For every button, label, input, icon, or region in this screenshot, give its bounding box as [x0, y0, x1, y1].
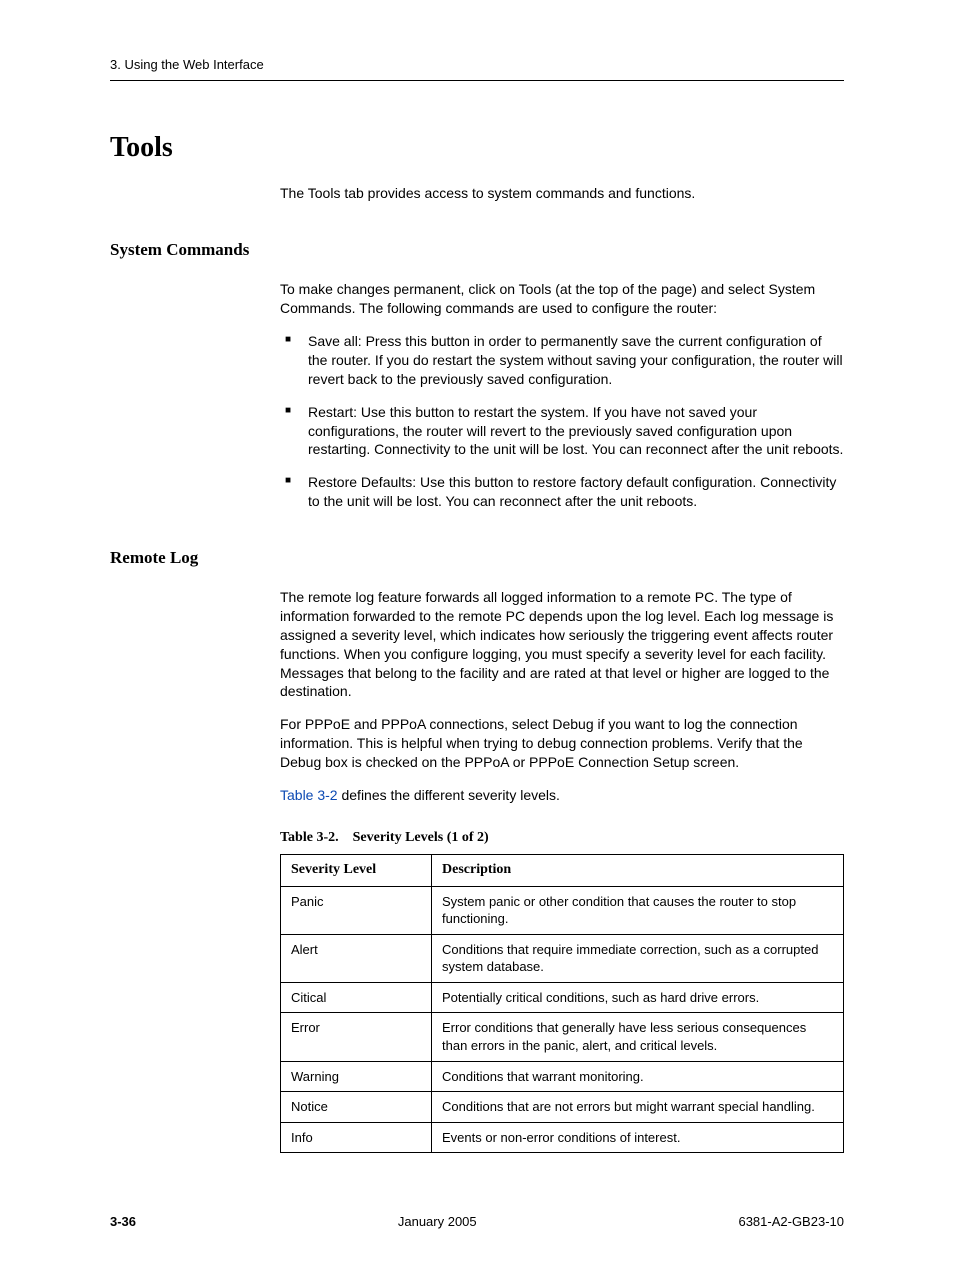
list-item: Restore Defaults: Use this button to res…	[280, 473, 844, 511]
cell-desc: Potentially critical conditions, such as…	[432, 982, 844, 1013]
running-header: 3. Using the Web Interface	[110, 56, 844, 81]
page-footer: 3-36 January 2005 6381-A2-GB23-10	[110, 1213, 844, 1231]
page-title: Tools	[110, 129, 844, 167]
remotelog-p2: For PPPoE and PPPoA connections, select …	[280, 715, 844, 772]
col-header-level: Severity Level	[281, 854, 432, 886]
footer-date: January 2005	[398, 1213, 477, 1231]
table-caption-number: Table 3-2.	[280, 830, 339, 845]
cell-level: Info	[281, 1122, 432, 1153]
table-row: Citical Potentially critical conditions,…	[281, 982, 844, 1013]
table-row: Alert Conditions that require immediate …	[281, 934, 844, 982]
remotelog-body: The remote log feature forwards all logg…	[280, 588, 844, 1153]
cell-level: Alert	[281, 934, 432, 982]
footer-page-number: 3-36	[110, 1213, 136, 1231]
table-ref-link[interactable]: Table 3-2	[280, 787, 338, 803]
cell-level: Notice	[281, 1092, 432, 1123]
list-item: Save all: Press this button in order to …	[280, 332, 844, 389]
syscmd-lead: To make changes permanent, click on Tool…	[280, 280, 844, 318]
syscmd-list: Save all: Press this button in order to …	[280, 332, 844, 511]
cell-level: Error	[281, 1013, 432, 1061]
cell-desc: Conditions that warrant monitoring.	[432, 1061, 844, 1092]
cell-level: Panic	[281, 886, 432, 934]
cell-desc: Conditions that require immediate correc…	[432, 934, 844, 982]
remotelog-p1: The remote log feature forwards all logg…	[280, 588, 844, 701]
severity-table: Severity Level Description Panic System …	[280, 854, 844, 1153]
table-caption-title: Severity Levels (1 of 2)	[353, 830, 489, 845]
cell-desc: Conditions that are not errors but might…	[432, 1092, 844, 1123]
list-item: Restart: Use this button to restart the …	[280, 403, 844, 460]
table-row: Error Error conditions that generally ha…	[281, 1013, 844, 1061]
table-header-row: Severity Level Description	[281, 854, 844, 886]
cell-desc: Events or non-error conditions of intere…	[432, 1122, 844, 1153]
cell-desc: System panic or other condition that cau…	[432, 886, 844, 934]
cell-level: Citical	[281, 982, 432, 1013]
section-heading-syscmd: System Commands	[110, 239, 844, 262]
table-row: Notice Conditions that are not errors bu…	[281, 1092, 844, 1123]
syscmd-body: To make changes permanent, click on Tool…	[280, 280, 844, 511]
section-heading-remotelog: Remote Log	[110, 547, 844, 570]
page: 3. Using the Web Interface Tools The Too…	[0, 0, 954, 1271]
intro-text: The Tools tab provides access to system …	[280, 184, 844, 203]
cell-desc: Error conditions that generally have les…	[432, 1013, 844, 1061]
table-row: Panic System panic or other condition th…	[281, 886, 844, 934]
footer-doc-number: 6381-A2-GB23-10	[738, 1213, 844, 1231]
remotelog-p3-tail: defines the different severity levels.	[338, 787, 560, 803]
col-header-desc: Description	[432, 854, 844, 886]
intro-block: The Tools tab provides access to system …	[280, 184, 844, 203]
remotelog-p3: Table 3-2 defines the different severity…	[280, 786, 844, 805]
table-row: Info Events or non-error conditions of i…	[281, 1122, 844, 1153]
table-row: Warning Conditions that warrant monitori…	[281, 1061, 844, 1092]
cell-level: Warning	[281, 1061, 432, 1092]
table-caption: Table 3-2. Severity Levels (1 of 2)	[280, 829, 844, 848]
